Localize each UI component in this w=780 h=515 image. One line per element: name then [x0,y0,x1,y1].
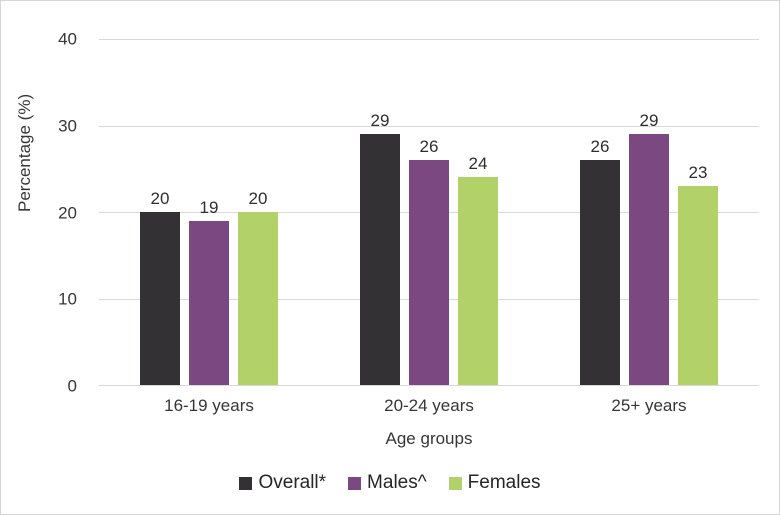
bar [458,177,498,385]
bar-value-label: 26 [419,137,439,157]
legend-item: Females [448,472,541,494]
gridline [99,125,759,127]
bar-wrap: 23 [678,39,718,385]
plot-area: 20 19 20 29 26 24 26 29 23 [99,39,759,386]
bar [189,220,229,385]
y-tick-label: 20 [58,203,77,222]
bar-wrap: 29 [360,39,400,385]
legend: Overall* Males^ Females [1,472,779,494]
bar [409,160,449,385]
bar-groups: 20 19 20 29 26 24 26 29 23 [99,39,759,385]
legend-swatch-icon [448,476,462,490]
y-axis-ticks: 0 10 20 30 40 [41,31,87,395]
bar-wrap: 20 [238,39,278,385]
legend-item: Males^ [348,472,427,494]
bar-wrap: 24 [458,39,498,385]
bar-value-label: 20 [248,189,268,208]
x-category-label: 16-19 years [164,396,254,415]
bar-value-label: 23 [688,163,708,183]
bar-wrap: 26 [409,39,449,385]
legend-swatch-icon [348,476,362,490]
bar [360,134,400,385]
bar [629,134,669,385]
bar-wrap: 20 [140,39,180,385]
x-category-label: 20-24 years [384,396,474,415]
x-axis-title: Age groups [385,429,473,448]
legend-label: Overall* [258,472,327,493]
bar-group: 20 19 20 [99,39,319,385]
bar-value-label: 24 [468,154,488,174]
y-tick-label: 0 [67,376,77,396]
bar-wrap: 19 [189,39,229,385]
legend-item: Overall* [239,472,326,494]
gridline [99,39,759,40]
bar-wrap: 26 [580,39,620,385]
bar [678,186,718,385]
legend-label: Females [467,472,541,493]
legend-swatch-icon [239,476,253,490]
legend-label: Males^ [367,472,427,493]
bar-value-label: 29 [370,111,390,131]
bar-value-label: 19 [199,197,219,217]
bar-value-label: 26 [590,137,610,157]
bar-group: 29 26 24 [319,39,539,385]
bar [140,212,180,385]
bar-value-label: 20 [150,189,170,208]
bar [580,160,620,385]
bar-group: 26 29 23 [539,39,759,385]
x-category-label: 25+ years [611,396,687,415]
x-axis-labels: 16-19 years 20-24 years 25+ years [99,396,759,416]
bar [238,212,278,385]
bar-wrap: 29 [629,39,669,385]
y-tick-label: 10 [58,289,77,309]
y-tick-label: 40 [58,29,77,49]
y-tick-label: 30 [58,116,77,136]
bar-value-label: 29 [639,111,659,131]
